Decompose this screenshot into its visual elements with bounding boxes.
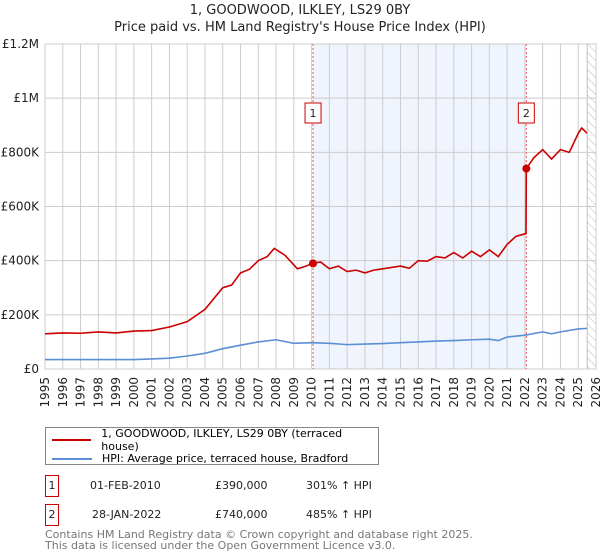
x-tick-label: 2012: [340, 377, 354, 408]
legend-swatch-property: [52, 438, 92, 441]
plot-area: 1995 1996 1997 1998 1999 2000 2001 2002 2003 2004…: [1, 37, 600, 408]
transaction-hpi: 301% ↑ HPI: [306, 479, 372, 492]
marker-label: 2: [523, 107, 530, 120]
x-tick-label: 2013: [358, 377, 372, 408]
x-tick-label: 2006: [234, 377, 248, 408]
legend-label-property: 1, GOODWOOD, ILKLEY, LS29 0BY (terraced …: [101, 426, 343, 453]
x-tick-label: 2023: [536, 377, 550, 408]
marker-box: [517, 102, 535, 124]
chart-title: 1, GOODWOOD, ILKLEY, LS29 0BY: [189, 3, 411, 18]
x-tick-label: 1998: [91, 377, 105, 408]
x-tick-label: 2021: [500, 377, 514, 408]
x-tick-label: 2022: [518, 377, 532, 408]
x-tick-label: 2005: [216, 377, 230, 408]
chart-subtitle: Price paid vs. HM Land Registry's House …: [114, 20, 486, 35]
x-tick-label: 2000: [127, 377, 141, 408]
transaction-row: 2 28-JAN-2022 £740,000 485% ↑ HPI: [45, 504, 445, 526]
y-tick-label: £600K: [1, 200, 41, 214]
transaction-price: £740,000: [215, 508, 268, 521]
hpi-line: [45, 327, 588, 361]
transaction-hpi: 485% ↑ HPI: [306, 508, 372, 521]
x-tick-label: 2024: [553, 377, 567, 408]
y-tick-label: £200K: [1, 308, 41, 322]
x-tick-label: 2010: [305, 377, 319, 408]
x-tick-label: 2026: [589, 377, 600, 408]
x-tick-label: 2003: [180, 377, 194, 408]
marker-label: 1: [310, 107, 317, 120]
footer: Contains HM Land Registry data © Crown c…: [45, 529, 473, 551]
x-tick-label: 2007: [251, 377, 265, 408]
transaction-price: £390,000: [215, 479, 268, 492]
x-tick-label: 2015: [393, 377, 407, 408]
y-tick-label: £1.2M: [2, 37, 39, 51]
marker-badge: 2: [45, 504, 59, 526]
transaction-date: 28-JAN-2022: [92, 508, 162, 521]
legend: 1, GOODWOOD, ILKLEY, LS29 0BY (terraced …: [45, 427, 379, 465]
x-tick-label: 2004: [198, 377, 212, 408]
x-tick-label: 2016: [411, 377, 425, 408]
transaction-date: 01-FEB-2010: [90, 479, 161, 492]
y-tick-label: £800K: [1, 145, 41, 159]
footer-line: Contains HM Land Registry data © Crown c…: [45, 528, 473, 541]
price-line: [44, 126, 588, 335]
x-tick-label: 1999: [109, 377, 123, 408]
x-tick-label: 2009: [287, 377, 301, 408]
x-tick-label: 2014: [376, 377, 390, 408]
x-tick-label: 2008: [269, 377, 283, 408]
x-tick-label: 1996: [56, 377, 70, 408]
y-tick-label: £400K: [1, 254, 41, 268]
x-tick-label: 2011: [322, 377, 336, 408]
y-tick-label: £1M: [13, 91, 39, 105]
footer-line: This data is licensed under the Open Gov…: [45, 539, 396, 552]
x-tick-label: 2025: [571, 377, 585, 408]
x-tick-label: 2020: [482, 377, 496, 408]
x-tick-label: 2002: [162, 377, 176, 408]
y-tick-label: £0: [24, 362, 39, 376]
sale-point: [309, 259, 318, 268]
x-tick-label: 1995: [38, 377, 52, 408]
legend-swatch-hpi: [52, 457, 92, 460]
marker-box: [304, 102, 322, 124]
x-tick-label: 2017: [429, 377, 443, 408]
x-tick-label: 1997: [74, 377, 88, 408]
sale-point: [522, 164, 531, 173]
legend-label-hpi: HPI: Average price, terraced house, Brad…: [102, 452, 349, 465]
x-tick-label: 2018: [447, 377, 461, 408]
transaction-row: 1 01-FEB-2010 £390,000 301% ↑ HPI: [45, 475, 445, 497]
x-tick-label: 2019: [465, 377, 479, 408]
marker-badge: 1: [45, 475, 59, 497]
x-tick-label: 2001: [145, 377, 159, 408]
